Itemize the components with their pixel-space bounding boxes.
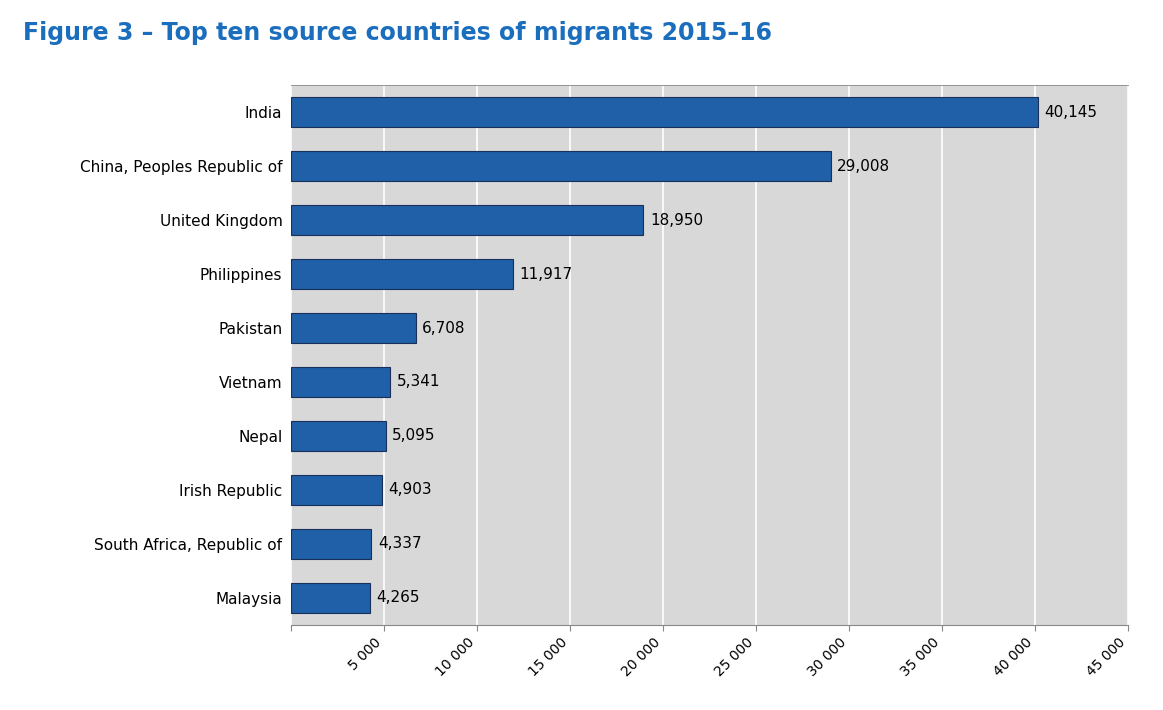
Text: 4,337: 4,337 bbox=[378, 536, 422, 552]
Bar bbox=[291, 583, 370, 613]
Bar bbox=[291, 367, 390, 397]
Bar bbox=[291, 151, 830, 181]
Bar bbox=[291, 421, 386, 451]
Text: 4,265: 4,265 bbox=[377, 590, 420, 606]
Bar bbox=[291, 259, 513, 289]
Text: 11,917: 11,917 bbox=[519, 266, 572, 282]
Text: 6,708: 6,708 bbox=[422, 320, 465, 336]
Bar bbox=[291, 97, 1037, 127]
Text: Figure 3 – Top ten source countries of migrants 2015–16: Figure 3 – Top ten source countries of m… bbox=[23, 21, 772, 45]
Bar bbox=[291, 205, 643, 235]
Text: 5,341: 5,341 bbox=[397, 374, 440, 390]
Text: 4,903: 4,903 bbox=[388, 482, 433, 498]
Text: 5,095: 5,095 bbox=[392, 428, 436, 444]
Bar bbox=[291, 313, 415, 343]
Text: 29,008: 29,008 bbox=[837, 158, 890, 174]
Text: 40,145: 40,145 bbox=[1044, 104, 1097, 120]
Bar bbox=[291, 529, 371, 559]
Bar bbox=[291, 475, 381, 505]
Text: 18,950: 18,950 bbox=[650, 212, 702, 228]
